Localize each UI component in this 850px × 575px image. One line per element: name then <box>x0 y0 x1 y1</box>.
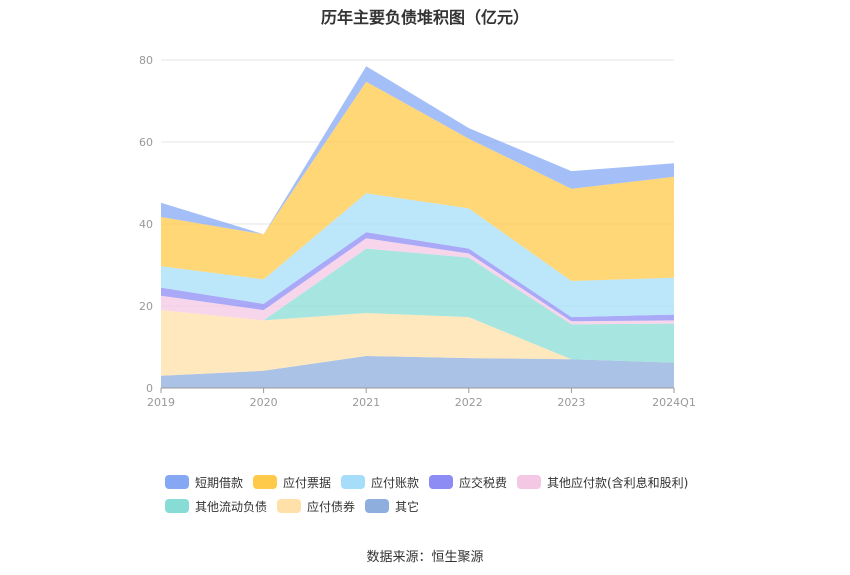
legend-label: 其他应付款(含利息和股利) <box>547 475 689 490</box>
legend-item[interactable]: 应付票据 <box>253 474 331 490</box>
legend-item[interactable]: 短期借款 <box>165 474 243 490</box>
y-tick-label: 80 <box>139 54 153 67</box>
x-tick-label: 2020 <box>250 396 278 409</box>
area-series-其他流动负债 <box>161 248 674 363</box>
y-tick-label: 20 <box>139 300 153 313</box>
x-tick-label: 2023 <box>557 396 585 409</box>
legend-swatch <box>165 499 189 513</box>
legend-item[interactable]: 其它 <box>365 498 419 514</box>
legend-item[interactable]: 应付账款 <box>341 474 419 490</box>
legend-swatch <box>429 475 453 489</box>
legend-swatch <box>341 475 365 489</box>
area-series-应付债券 <box>161 310 674 376</box>
area-series-应付票据 <box>161 81 674 281</box>
legend-item[interactable]: 应交税费 <box>429 474 507 490</box>
area-series-其它 <box>161 356 674 388</box>
legend-label: 应付票据 <box>283 475 332 490</box>
legend-swatch <box>365 499 389 513</box>
chart-title: 历年主要负债堆积图（亿元） <box>320 8 529 27</box>
legend-swatch <box>517 475 541 489</box>
y-tick-label: 0 <box>146 382 153 395</box>
x-axis-tick-labels: 2019 2020 2021 2022 2023 2024Q1 <box>147 396 696 409</box>
legend-item[interactable]: 其他流动负债 <box>165 498 267 514</box>
area-series <box>161 66 674 388</box>
source-note: 数据来源：恒生聚源 <box>366 550 484 565</box>
area-series-短期借款 <box>161 66 674 235</box>
legend-label: 应付账款 <box>371 475 420 490</box>
x-tick-label: 2022 <box>455 396 483 409</box>
legend-label: 应交税费 <box>459 475 508 490</box>
legend-label: 其他流动负债 <box>195 499 268 514</box>
x-tick-label: 2019 <box>147 396 175 409</box>
legend-label: 其它 <box>395 499 420 514</box>
y-tick-label: 40 <box>139 218 153 231</box>
legend-item[interactable]: 其他应付款(含利息和股利) <box>517 474 688 490</box>
legend-item[interactable]: 应付债券 <box>277 498 355 514</box>
legend-swatch <box>253 475 277 489</box>
x-tick-label: 2021 <box>352 396 380 409</box>
area-series-应付账款 <box>161 193 674 318</box>
x-tick-label: 2024Q1 <box>652 396 696 409</box>
y-tick-label: 60 <box>139 136 153 149</box>
stacked-area-chart: 0 20 40 60 80 2019 2020 2021 2022 2023 2024Q1 <box>139 54 696 409</box>
x-axis <box>160 387 675 393</box>
legend-label: 应付债券 <box>307 499 356 514</box>
legend-swatch <box>277 499 301 513</box>
y-axis-tick-labels: 0 20 40 60 80 <box>139 54 153 395</box>
legend-label: 短期借款 <box>195 475 244 490</box>
legend-swatch <box>165 475 189 489</box>
